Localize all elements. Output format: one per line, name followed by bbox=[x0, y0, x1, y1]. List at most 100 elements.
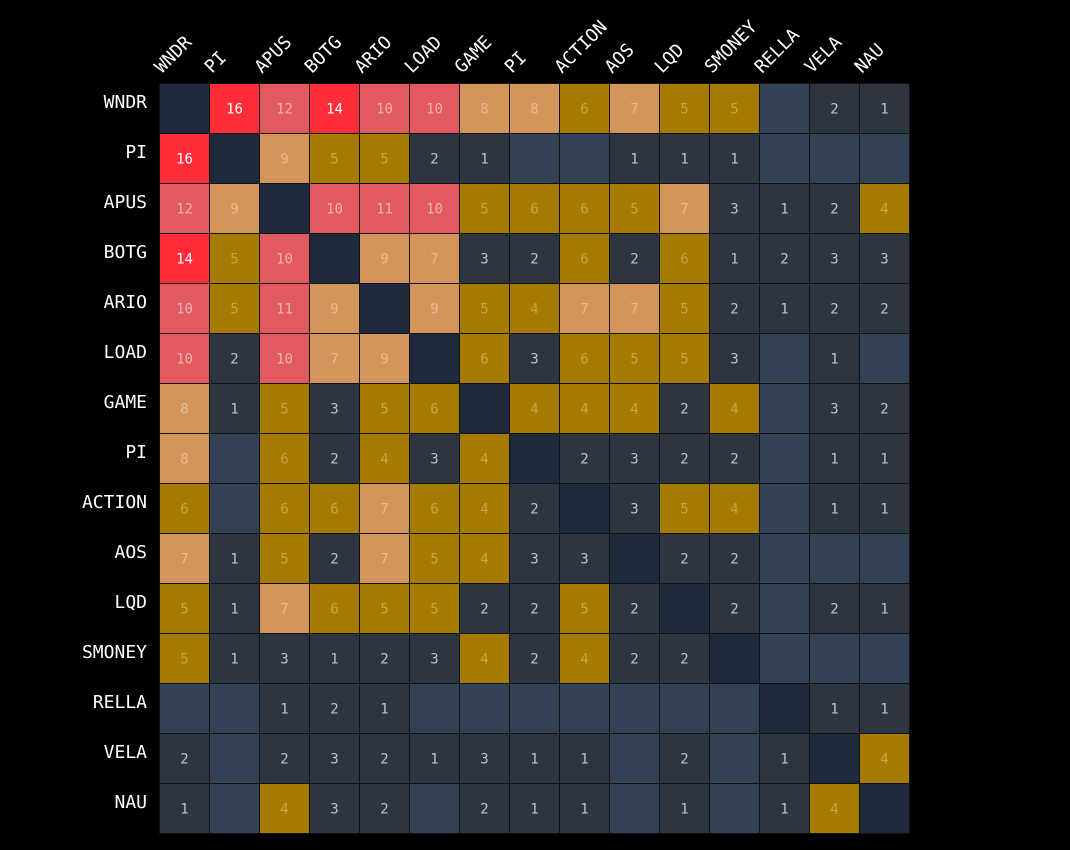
heatmap-cell bbox=[560, 434, 609, 483]
heatmap-cell bbox=[160, 334, 209, 383]
cell-value: 5 bbox=[230, 252, 238, 268]
cell-value: 2 bbox=[180, 752, 188, 768]
row-label: ARIO bbox=[104, 292, 147, 313]
heatmap-cell bbox=[210, 384, 259, 433]
cell-value: 5 bbox=[730, 102, 738, 118]
heatmap-cell bbox=[310, 734, 359, 783]
heatmap-cell bbox=[810, 134, 859, 183]
heatmap-cell bbox=[460, 134, 509, 183]
heatmap-cell bbox=[410, 284, 459, 333]
cell-value: 10 bbox=[426, 102, 443, 118]
cell-value: 1 bbox=[580, 802, 588, 818]
cell-value: 3 bbox=[330, 802, 338, 818]
heatmap-cell bbox=[360, 684, 409, 733]
row-label: PI bbox=[125, 442, 147, 463]
heatmap-cell bbox=[460, 534, 509, 583]
heatmap-cell bbox=[860, 184, 909, 233]
cell-value: 7 bbox=[430, 252, 438, 268]
heatmap-cells: 16 12 14 10 10 8 8 6 7 5 5 2 116 9 5 5 2 1 1 1 112 9 10 11 10 5 6 6… bbox=[159, 83, 910, 834]
heatmap-cell bbox=[710, 284, 759, 333]
cell-value: 6 bbox=[580, 202, 588, 218]
heatmap-cell bbox=[610, 584, 659, 633]
heatmap-cell bbox=[660, 584, 709, 633]
cell-value: 10 bbox=[276, 252, 293, 268]
heatmap-cell bbox=[310, 634, 359, 683]
heatmap-cell bbox=[660, 484, 709, 533]
heatmap-cell bbox=[560, 184, 609, 233]
cell-value: 2 bbox=[730, 452, 738, 468]
heatmap-cell bbox=[510, 334, 559, 383]
heatmap-cell bbox=[760, 684, 809, 733]
heatmap-cell bbox=[860, 734, 909, 783]
heatmap-cell bbox=[510, 634, 559, 683]
heatmap-cell bbox=[760, 134, 809, 183]
heatmap-cell bbox=[810, 684, 859, 733]
row-label: APUS bbox=[104, 192, 147, 213]
heatmap-cell bbox=[860, 784, 909, 833]
heatmap-cell bbox=[460, 334, 509, 383]
cell-value: 2 bbox=[280, 752, 288, 768]
cell-value: 10 bbox=[276, 352, 293, 368]
heatmap-cell bbox=[160, 784, 209, 833]
cell-value: 5 bbox=[480, 302, 488, 318]
heatmap-cell bbox=[310, 184, 359, 233]
row-label: PI bbox=[125, 142, 147, 163]
heatmap-cell bbox=[410, 784, 459, 833]
heatmap-cell bbox=[360, 434, 409, 483]
heatmap-cell bbox=[260, 634, 309, 683]
cell-value: 5 bbox=[380, 152, 388, 168]
cell-value: 3 bbox=[630, 502, 638, 518]
heatmap-cell bbox=[260, 234, 309, 283]
cell-value: 1 bbox=[530, 802, 538, 818]
cell-value: 7 bbox=[630, 302, 638, 318]
heatmap-cell bbox=[410, 734, 459, 783]
heatmap-cell bbox=[460, 284, 509, 333]
cell-value: 5 bbox=[680, 102, 688, 118]
column-label: PI bbox=[201, 47, 231, 77]
cell-value: 3 bbox=[280, 652, 288, 668]
heatmap-cell bbox=[860, 484, 909, 533]
cell-value: 10 bbox=[376, 102, 393, 118]
heatmap-cell bbox=[460, 184, 509, 233]
heatmap-cell bbox=[610, 784, 659, 833]
heatmap-cell bbox=[310, 234, 359, 283]
cell-value: 10 bbox=[176, 352, 193, 368]
cell-value: 7 bbox=[380, 552, 388, 568]
heatmap-cell bbox=[710, 734, 759, 783]
heatmap-cell bbox=[710, 534, 759, 583]
cell-value: 6 bbox=[530, 202, 538, 218]
cell-value: 7 bbox=[680, 202, 688, 218]
cell-value: 3 bbox=[530, 352, 538, 368]
heatmap-cell bbox=[660, 534, 709, 583]
heatmap-cell bbox=[410, 534, 459, 583]
heatmap-cell bbox=[810, 84, 859, 133]
cell-value: 1 bbox=[780, 752, 788, 768]
heatmap-cell bbox=[460, 634, 509, 683]
heatmap-cell bbox=[210, 334, 259, 383]
row-label: LOAD bbox=[104, 342, 147, 363]
cell-value: 5 bbox=[280, 552, 288, 568]
heatmap-cell bbox=[710, 634, 759, 683]
cell-value: 3 bbox=[630, 452, 638, 468]
cell-value: 2 bbox=[680, 402, 688, 418]
row-label: LQD bbox=[114, 592, 147, 613]
cell-value: 9 bbox=[430, 302, 438, 318]
heatmap-cell bbox=[260, 384, 309, 433]
cell-value: 1 bbox=[630, 152, 638, 168]
heatmap-cell bbox=[660, 284, 709, 333]
heatmap-cell bbox=[310, 484, 359, 533]
heatmap-cell bbox=[610, 734, 659, 783]
heatmap-cell bbox=[660, 334, 709, 383]
cell-value: 2 bbox=[530, 252, 538, 268]
heatmap-cell bbox=[160, 184, 209, 233]
cell-value: 1 bbox=[880, 602, 888, 618]
heatmap-cell bbox=[360, 334, 409, 383]
cell-value: 3 bbox=[880, 252, 888, 268]
cell-value: 1 bbox=[880, 502, 888, 518]
heatmap-cell bbox=[760, 584, 809, 633]
heatmap-cell bbox=[310, 284, 359, 333]
cell-value: 10 bbox=[176, 302, 193, 318]
cell-value: 2 bbox=[830, 602, 838, 618]
cell-value: 1 bbox=[180, 802, 188, 818]
cell-value: 7 bbox=[630, 102, 638, 118]
